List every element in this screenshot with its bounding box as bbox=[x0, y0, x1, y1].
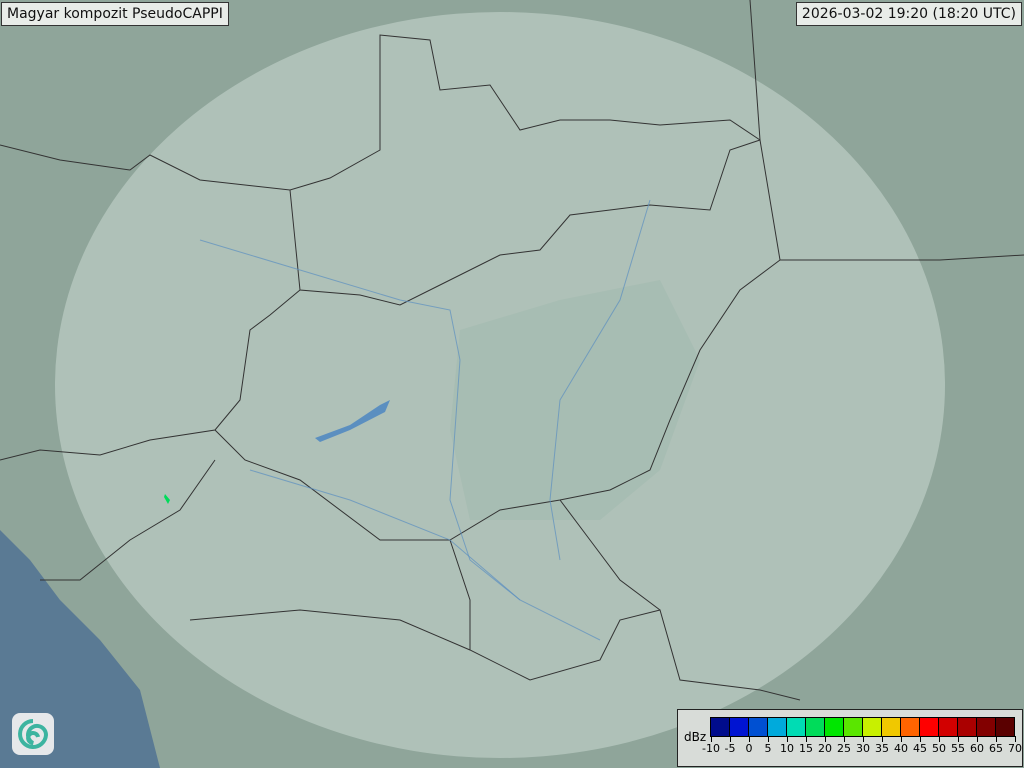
tick-label: -10 bbox=[702, 742, 720, 755]
tick-label: 70 bbox=[1008, 742, 1022, 755]
tick-mark bbox=[1015, 736, 1016, 742]
color-swatch bbox=[882, 718, 901, 736]
tick-label: 65 bbox=[989, 742, 1003, 755]
tick-label: 0 bbox=[745, 742, 753, 755]
sea-adriatic bbox=[0, 530, 160, 768]
tick-label: 10 bbox=[780, 742, 794, 755]
tick-mark bbox=[768, 736, 769, 742]
color-swatch bbox=[711, 718, 730, 736]
tick-label: -5 bbox=[724, 742, 736, 755]
tick-label: 45 bbox=[913, 742, 927, 755]
legend-ticks: -10 -5 0 5 10 15 20 25 30 35 40 45 50 55 60 65 70 bbox=[702, 736, 1022, 762]
rivers bbox=[199, 199, 651, 641]
color-swatch bbox=[825, 718, 844, 736]
tick-label: 35 bbox=[875, 742, 889, 755]
tick-label: 20 bbox=[818, 742, 832, 755]
color-swatch bbox=[768, 718, 787, 736]
color-swatch bbox=[901, 718, 920, 736]
color-swatch bbox=[749, 718, 768, 736]
radar-echo bbox=[164, 494, 170, 504]
tick-mark bbox=[825, 736, 826, 742]
color-swatch bbox=[730, 718, 749, 736]
tick-mark bbox=[977, 736, 978, 742]
tick-mark bbox=[787, 736, 788, 742]
color-swatch bbox=[996, 718, 1014, 736]
tick-label: 5 bbox=[764, 742, 772, 755]
color-swatch bbox=[787, 718, 806, 736]
color-swatch bbox=[844, 718, 863, 736]
tick-mark bbox=[711, 736, 712, 742]
color-swatch bbox=[958, 718, 977, 736]
tick-mark bbox=[920, 736, 921, 742]
tick-label: 60 bbox=[970, 742, 984, 755]
color-swatch bbox=[863, 718, 882, 736]
tick-label: 15 bbox=[799, 742, 813, 755]
tick-mark bbox=[882, 736, 883, 742]
color-scale bbox=[710, 717, 1015, 737]
tick-label: 40 bbox=[894, 742, 908, 755]
hungary-lowland bbox=[450, 280, 700, 520]
color-swatch bbox=[920, 718, 939, 736]
color-swatch bbox=[939, 718, 958, 736]
country-borders bbox=[0, 0, 1024, 701]
tick-mark bbox=[901, 736, 902, 742]
tick-mark bbox=[939, 736, 940, 742]
product-title: Magyar kompozit PseudoCAPPI bbox=[1, 2, 229, 26]
color-swatch bbox=[806, 718, 825, 736]
tick-mark bbox=[806, 736, 807, 742]
swirl-logo-icon bbox=[12, 713, 54, 755]
tick-label: 50 bbox=[932, 742, 946, 755]
tick-mark bbox=[749, 736, 750, 742]
tick-label: 55 bbox=[951, 742, 965, 755]
tick-label: 25 bbox=[837, 742, 851, 755]
timestamp: 2026-03-02 19:20 (18:20 UTC) bbox=[795, 2, 1022, 26]
legend-unit: dBz bbox=[684, 730, 707, 744]
tick-mark bbox=[730, 736, 731, 742]
tick-mark bbox=[958, 736, 959, 742]
tick-label: 30 bbox=[856, 742, 870, 755]
lake-balaton bbox=[315, 400, 390, 442]
tick-mark bbox=[844, 736, 845, 742]
tick-mark bbox=[996, 736, 997, 742]
dbz-legend: dBz -10 -5 0 5 10 15 20 25 30 35 40 45 50 55 60 65 70 bbox=[677, 709, 1023, 767]
color-swatch bbox=[977, 718, 996, 736]
tick-mark bbox=[863, 736, 864, 742]
